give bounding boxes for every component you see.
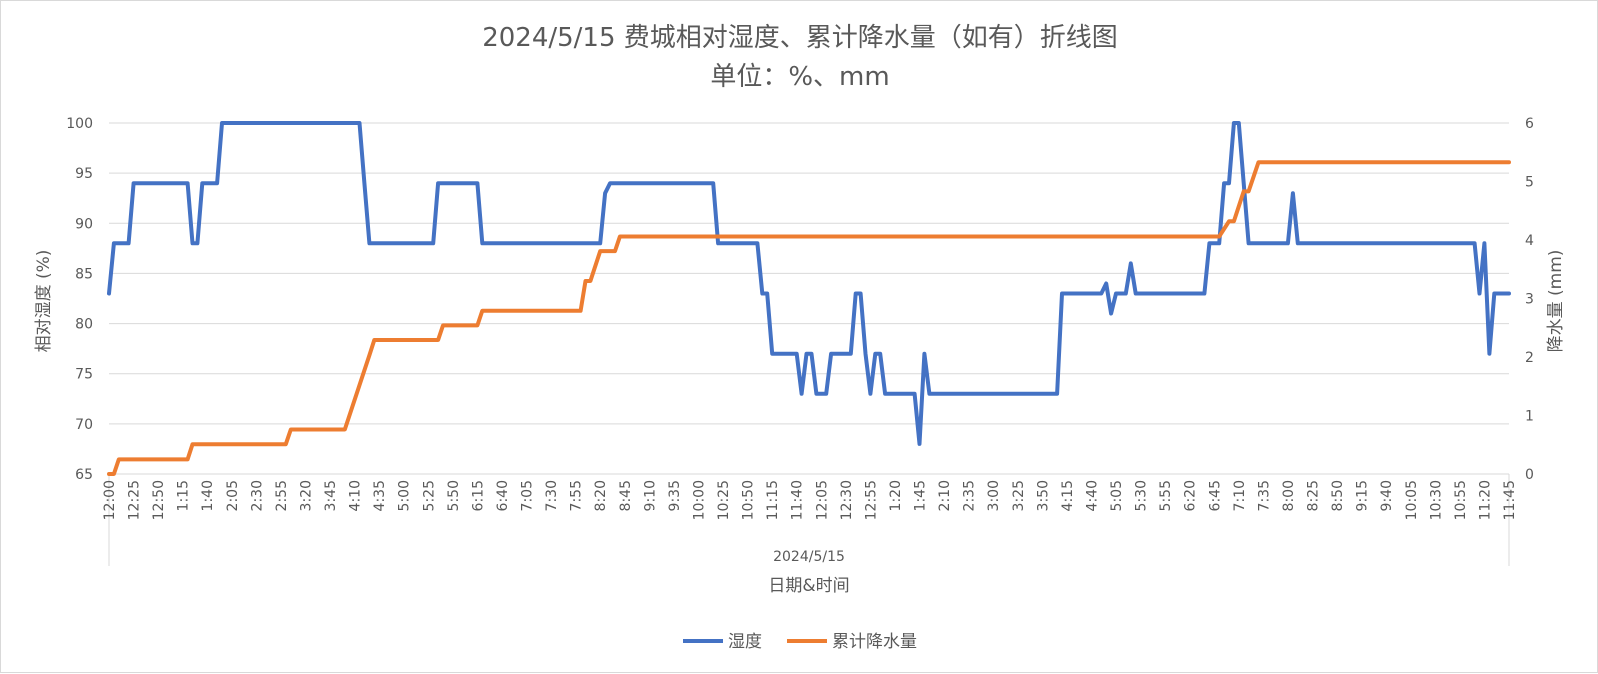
- x-tick-label: 1:40: [200, 480, 216, 511]
- axes: [108, 474, 1510, 566]
- y-tick-label: 100: [66, 116, 93, 132]
- legend-label-humidity: 湿度: [728, 632, 762, 652]
- x-tick-label: 11:45: [1502, 480, 1518, 520]
- x-axis-title: 日期&时间: [768, 576, 849, 596]
- x-tick-label: 7:55: [569, 480, 585, 511]
- series-line-humidity: [107, 121, 1511, 446]
- y-tick-label: 75: [75, 367, 93, 383]
- legend: 湿度 累计降水量: [683, 632, 917, 652]
- y2-tick-label: 0: [1525, 467, 1534, 483]
- x-tick-label: 5:05: [1109, 480, 1125, 511]
- x-tick-label: 5:55: [1158, 480, 1174, 511]
- x-tick-label: 5:25: [421, 480, 437, 511]
- x-tick-label: 3:25: [1011, 480, 1027, 511]
- y2-tick-label: 5: [1525, 175, 1534, 191]
- y-tick-label: 70: [75, 417, 93, 433]
- x-tick-label: 12:30: [839, 480, 855, 520]
- x-tick-label: 10:25: [716, 480, 732, 520]
- x-tick-label: 2:35: [962, 480, 978, 511]
- x-tick-label: 10:05: [1404, 480, 1420, 520]
- x-tick-label: 1:15: [176, 480, 192, 511]
- x-tick-label: 5:00: [397, 480, 413, 511]
- right-axis-ticks: 0 1 2 3 4 5 6: [1525, 116, 1534, 483]
- x-tick-label: 12:25: [127, 480, 143, 520]
- x-tick-label: 2:30: [249, 480, 265, 511]
- x-tick-label: 5:30: [1134, 480, 1150, 511]
- x-tick-label: 1:45: [913, 480, 929, 511]
- x-tick-label: 7:10: [1232, 480, 1248, 511]
- x-tick-label: 6:15: [470, 480, 486, 511]
- x-tick-label: 3:00: [986, 480, 1002, 511]
- series-line-precipitation: [107, 160, 1511, 476]
- x-tick-label: 6:45: [1207, 480, 1223, 511]
- y-tick-label: 95: [75, 166, 93, 182]
- chart-subtitle: 单位：%、mm: [710, 62, 889, 92]
- x-group-label: 2024/5/15: [773, 549, 845, 565]
- series-lines: [107, 121, 1511, 476]
- x-axis-ticks: 12:00 12:25 12:50 1:15 1:40 2:05 2:30 2:55 3:20 3…: [102, 480, 1518, 520]
- y-tick-label: 80: [75, 317, 93, 333]
- left-axis-ticks: 65 70 75 80 85 90 95 100: [66, 116, 93, 483]
- y-tick-label: 85: [75, 266, 93, 282]
- x-tick-label: 5:50: [446, 480, 462, 511]
- x-tick-label: 12:00: [102, 480, 118, 520]
- x-tick-label: 9:40: [1379, 480, 1395, 511]
- x-tick-label: 2:10: [937, 480, 953, 511]
- legend-label-precipitation: 累计降水量: [832, 632, 917, 652]
- x-tick-label: 8:20: [593, 480, 609, 511]
- y2-tick-label: 6: [1525, 116, 1534, 132]
- x-tick-label: 9:35: [667, 480, 683, 511]
- x-tick-label: 10:55: [1453, 480, 1469, 520]
- gridlines: [109, 122, 1509, 475]
- y2-tick-label: 1: [1525, 409, 1534, 425]
- x-tick-label: 9:15: [1355, 480, 1371, 511]
- y-tick-label: 90: [75, 216, 93, 232]
- x-tick-label: 4:10: [348, 480, 364, 511]
- x-tick-label: 10:30: [1428, 480, 1444, 520]
- x-tick-label: 7:35: [1256, 480, 1272, 511]
- y2-axis-title: 降水量 (mm): [1546, 250, 1566, 353]
- y2-tick-label: 4: [1525, 233, 1534, 249]
- x-tick-label: 6:20: [1183, 480, 1199, 511]
- x-tick-label: 6:40: [495, 480, 511, 511]
- x-tick-label: 8:00: [1281, 480, 1297, 511]
- x-tick-label: 4:35: [372, 480, 388, 511]
- x-tick-label: 4:40: [1084, 480, 1100, 511]
- y-axis-title: 相对湿度 (%): [34, 250, 54, 353]
- x-tick-label: 1:20: [888, 480, 904, 511]
- y-tick-label: 65: [75, 467, 93, 483]
- x-tick-label: 9:10: [642, 480, 658, 511]
- x-tick-label: 4:15: [1060, 480, 1076, 511]
- x-tick-label: 11:40: [790, 480, 806, 520]
- x-tick-label: 8:25: [1306, 480, 1322, 511]
- x-tick-label: 8:50: [1330, 480, 1346, 511]
- x-tick-label: 12:05: [814, 480, 830, 520]
- x-tick-label: 2:05: [225, 480, 241, 511]
- x-tick-label: 8:45: [618, 480, 634, 511]
- x-tick-label: 2:55: [274, 480, 290, 511]
- x-tick-label: 12:50: [151, 480, 167, 520]
- x-tick-label: 10:00: [691, 480, 707, 520]
- x-tick-label: 3:50: [1035, 480, 1051, 511]
- y2-tick-label: 3: [1525, 292, 1534, 308]
- x-tick-label: 3:20: [298, 480, 314, 511]
- x-tick-label: 7:05: [520, 480, 536, 511]
- x-tick-label: 7:30: [544, 480, 560, 511]
- y2-tick-label: 2: [1525, 350, 1534, 366]
- x-tick-label: 11:20: [1477, 480, 1493, 520]
- x-tick-label: 11:15: [765, 480, 781, 520]
- x-tick-label: 10:50: [741, 480, 757, 520]
- x-tick-label: 12:55: [863, 480, 879, 520]
- chart-title: 2024/5/15 费城相对湿度、累计降水量（如有）折线图: [482, 23, 1118, 53]
- x-tick-label: 3:45: [323, 480, 339, 511]
